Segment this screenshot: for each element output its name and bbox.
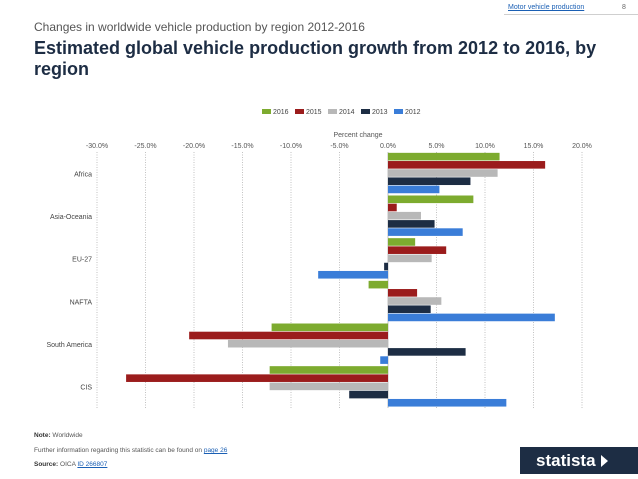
bar: [269, 382, 388, 391]
bar: [384, 262, 388, 271]
header-divider: [504, 14, 638, 15]
info-text: Further information regarding this stati…: [34, 447, 203, 454]
x-tick-label: -5.0%: [330, 143, 348, 150]
bar: [388, 211, 421, 220]
x-tick-label: 0.0%: [380, 143, 396, 150]
legend-swatch: [394, 109, 403, 114]
bar: [388, 203, 397, 212]
category-label: Africa: [74, 171, 92, 178]
note-text: Worldwide: [52, 432, 83, 439]
source-id-link[interactable]: ID 266807: [77, 461, 108, 468]
x-tick-label: -10.0%: [280, 143, 302, 150]
legend-swatch: [328, 109, 337, 114]
source-line: Source: OICA ID 266807: [34, 461, 107, 468]
bar: [388, 228, 463, 236]
x-tick-label: 15.0%: [524, 143, 544, 150]
bar: [388, 305, 431, 314]
bar: [388, 254, 432, 263]
x-tick-label: 20.0%: [572, 143, 592, 150]
bar: [388, 220, 435, 228]
note-label: Note:: [34, 432, 51, 439]
legend-label: 2016: [273, 109, 289, 116]
bar: [271, 323, 388, 332]
bar: [388, 289, 418, 297]
x-axis-label: Percent change: [333, 132, 382, 139]
x-tick-label: -15.0%: [231, 143, 253, 150]
bar: [388, 313, 555, 322]
logo-text: statista: [536, 450, 596, 470]
logo-arrow-icon: [600, 454, 608, 467]
x-tick-label: -25.0%: [134, 143, 156, 150]
bar: [380, 356, 388, 364]
bar: [388, 297, 442, 305]
legend-label: 2015: [306, 109, 322, 116]
page-number: 8: [622, 4, 626, 11]
chart-title: Estimated global vehicle production grow…: [34, 38, 597, 79]
source-text: OICA: [60, 461, 76, 468]
info-page-link[interactable]: page 26: [203, 447, 228, 454]
legend-label: 2012: [405, 109, 421, 116]
legend-label: 2013: [372, 109, 388, 116]
bar: [388, 161, 546, 169]
bar: [269, 366, 388, 374]
bar: [388, 195, 474, 204]
bar: [318, 270, 388, 279]
legend-label: 2014: [339, 109, 355, 116]
x-tick-label: -30.0%: [86, 143, 108, 150]
chart-subtitle: Changes in worldwide vehicle production …: [34, 20, 365, 34]
info-line: Further information regarding this stati…: [34, 447, 227, 454]
legend-swatch: [262, 109, 271, 114]
statista-logo[interactable]: statista: [520, 447, 638, 474]
bar: [388, 398, 507, 407]
bar: [189, 331, 388, 340]
bar: [388, 246, 447, 254]
bar: [388, 348, 466, 356]
bar: [388, 185, 440, 194]
legend-swatch: [295, 109, 304, 114]
category-label: Asia-Oceania: [50, 214, 92, 221]
bar: [126, 374, 388, 382]
bar-chart: -30.0% -25.0% -20.0% -15.0% -10.0% -5.0% 0.0% 5…: [46, 109, 592, 408]
header-link[interactable]: Motor vehicle production: [508, 4, 585, 11]
bar: [349, 390, 388, 399]
category-label: South America: [46, 342, 92, 349]
bar: [388, 152, 500, 161]
x-tick-label: 5.0%: [429, 143, 445, 150]
x-tick-label: -20.0%: [183, 143, 205, 150]
category-label: EU-27: [72, 257, 92, 264]
bar: [368, 280, 388, 289]
bar: [227, 339, 388, 348]
legend-swatch: [361, 109, 370, 114]
bar: [388, 177, 471, 186]
category-label: NAFTA: [70, 299, 93, 306]
bar: [388, 169, 498, 177]
source-label: Source:: [34, 461, 59, 468]
note-line: Note: Worldwide: [34, 432, 83, 439]
category-label: CIS: [80, 385, 92, 392]
x-tick-label: 10.0%: [475, 143, 495, 150]
bar: [388, 238, 416, 246]
